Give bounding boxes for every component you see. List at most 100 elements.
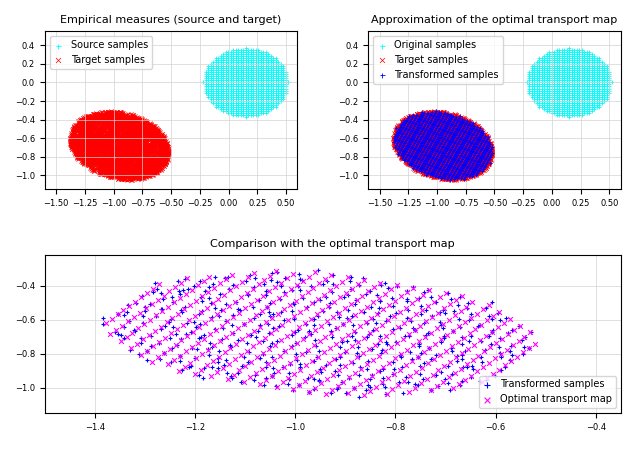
Target samples (412, 160, 422, 167)
Target samples (439, 173, 449, 180)
Target samples (157, 140, 167, 147)
Target samples (420, 163, 430, 171)
Target samples (105, 134, 115, 141)
Target samples (429, 167, 439, 174)
Target samples (433, 128, 444, 136)
Target samples (99, 115, 109, 123)
Target samples (448, 126, 458, 133)
Target samples (115, 109, 125, 116)
Source samples (246, 89, 256, 96)
Target samples (456, 157, 466, 164)
Source samples (236, 57, 246, 64)
Transformed samples (399, 134, 409, 141)
Transformed samples (433, 174, 443, 181)
Transformed samples (412, 147, 422, 154)
Original samples (591, 79, 602, 86)
Original samples (591, 63, 602, 70)
Transformed samples (461, 172, 471, 179)
Target samples (108, 119, 118, 126)
Target samples (78, 157, 88, 164)
Target samples (136, 162, 146, 169)
Original samples (564, 47, 574, 54)
Target samples (456, 145, 466, 153)
Target samples (397, 127, 408, 134)
Target samples (89, 126, 99, 133)
Transformed samples (447, 137, 458, 144)
Target samples (87, 130, 97, 137)
Target samples (129, 139, 139, 146)
Target samples (83, 155, 93, 162)
Target samples (418, 169, 428, 176)
Target samples (435, 121, 445, 128)
Target samples (108, 172, 118, 179)
Target samples (476, 128, 486, 135)
Target samples (462, 158, 472, 165)
Target samples (67, 136, 77, 143)
Target samples (444, 111, 454, 119)
Target samples (422, 143, 433, 150)
Transformed samples (402, 297, 412, 304)
Original samples (539, 83, 549, 90)
Target samples (458, 130, 468, 137)
Target samples (89, 133, 99, 140)
Target samples (91, 140, 101, 147)
Target samples (429, 128, 439, 135)
Target samples (116, 116, 127, 123)
Source samples (251, 107, 261, 114)
Optimal transport map (294, 381, 304, 388)
Transformed samples (452, 175, 463, 182)
Target samples (410, 161, 420, 168)
Target samples (141, 153, 151, 160)
Target samples (107, 158, 117, 165)
Target samples (476, 143, 486, 150)
Target samples (415, 165, 426, 172)
Original samples (534, 97, 544, 104)
Optimal transport map (408, 342, 419, 349)
Transformed samples (372, 341, 383, 348)
Target samples (93, 113, 103, 120)
Target samples (83, 144, 93, 151)
Target samples (405, 135, 415, 142)
Target samples (397, 137, 407, 144)
Target samples (436, 170, 447, 177)
Target samples (456, 175, 467, 182)
Transformed samples (441, 124, 451, 132)
Target samples (395, 141, 405, 148)
Target samples (463, 170, 473, 177)
Target samples (145, 145, 156, 153)
Source samples (208, 75, 218, 82)
Target samples (81, 153, 91, 160)
Source samples (251, 63, 261, 70)
Target samples (79, 141, 89, 149)
Transformed samples (431, 154, 441, 161)
Source samples (241, 99, 251, 106)
Target samples (436, 123, 446, 130)
Original samples (582, 105, 592, 112)
Target samples (121, 113, 131, 120)
Target samples (78, 123, 88, 130)
Original samples (584, 55, 594, 62)
Target samples (83, 126, 93, 133)
Target samples (481, 165, 491, 172)
Target samples (145, 150, 155, 158)
Source samples (216, 89, 226, 96)
Original samples (569, 97, 579, 104)
Transformed samples (453, 120, 463, 128)
Target samples (449, 166, 459, 173)
Transformed samples (378, 374, 388, 382)
Target samples (136, 142, 147, 150)
Target samples (140, 170, 150, 177)
Target samples (409, 116, 419, 123)
Transformed samples (462, 304, 472, 311)
Target samples (422, 120, 433, 128)
Target samples (467, 135, 477, 142)
Target samples (109, 142, 120, 150)
Optimal transport map (415, 322, 426, 329)
Target samples (428, 135, 438, 142)
Target samples (114, 114, 124, 122)
Target samples (111, 164, 121, 172)
Target samples (391, 139, 401, 146)
Source samples (246, 48, 256, 56)
Target samples (124, 142, 134, 149)
Target samples (474, 144, 484, 151)
